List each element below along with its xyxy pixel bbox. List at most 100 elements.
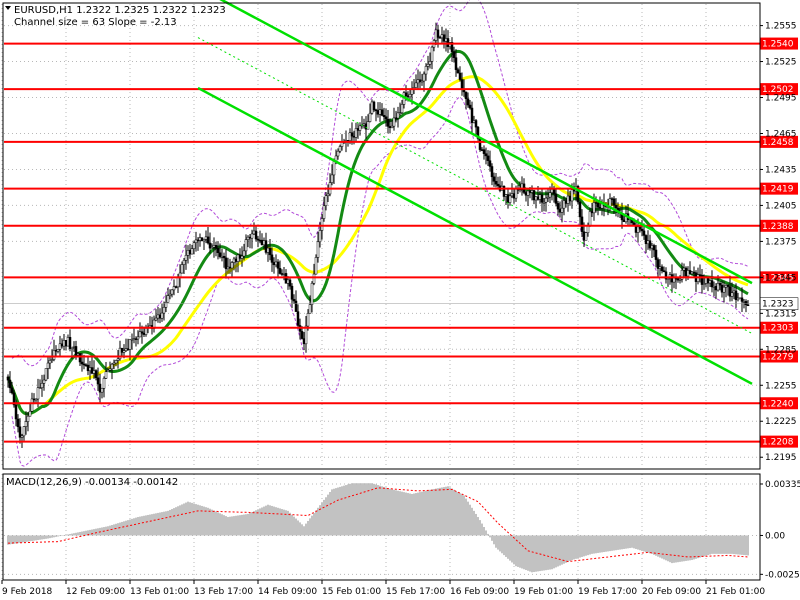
candle xyxy=(460,72,464,96)
macd-bar xyxy=(343,485,345,536)
candle-body xyxy=(508,195,512,203)
candle xyxy=(166,287,170,303)
candle-body xyxy=(260,239,264,246)
macd-bar xyxy=(235,515,237,536)
macd-bar xyxy=(419,492,421,536)
candle-body xyxy=(156,314,160,319)
macd-bar xyxy=(315,510,317,536)
macd-bar xyxy=(55,535,57,537)
candle-body xyxy=(318,230,322,243)
candle xyxy=(396,106,400,128)
candle-body xyxy=(654,249,658,260)
candle-body xyxy=(282,273,286,275)
channel-line xyxy=(219,0,753,285)
candle xyxy=(180,261,184,274)
candle xyxy=(666,278,670,287)
candle xyxy=(420,73,424,86)
candle xyxy=(648,234,652,251)
candle-body xyxy=(482,149,486,154)
macd-bar xyxy=(531,535,533,573)
candle xyxy=(46,355,50,379)
candle-body xyxy=(246,236,250,240)
candle xyxy=(524,190,528,202)
candle-body xyxy=(350,132,354,137)
candle xyxy=(116,349,120,369)
candle xyxy=(96,367,100,391)
macd-bar xyxy=(221,514,223,536)
macd-bar xyxy=(261,507,263,536)
candle-body xyxy=(592,202,596,214)
candle-body xyxy=(484,153,488,157)
macd-bar xyxy=(387,488,389,536)
candle-body xyxy=(478,138,482,150)
macd-bar xyxy=(87,530,89,536)
macd-bar xyxy=(187,501,189,536)
candle-body xyxy=(434,29,438,41)
level-label: 1.2419 xyxy=(762,185,794,195)
candle xyxy=(732,286,736,300)
candle-body xyxy=(542,201,546,204)
candle xyxy=(328,173,332,197)
candle xyxy=(450,37,454,62)
macd-bar xyxy=(485,530,487,536)
candle-body xyxy=(266,247,270,253)
candle xyxy=(480,147,484,152)
candle-body xyxy=(314,257,318,275)
candle-body xyxy=(304,325,308,345)
candle-body xyxy=(248,236,252,239)
candle xyxy=(646,230,650,250)
macd-bar xyxy=(425,490,427,536)
candle-body xyxy=(474,120,478,128)
candle-body xyxy=(110,363,114,370)
level-label: 1.2240 xyxy=(762,399,794,409)
candle-body xyxy=(230,262,234,269)
candle-body xyxy=(714,286,718,291)
macd-bar xyxy=(249,513,251,536)
candle-body xyxy=(72,346,76,348)
candle-body xyxy=(42,379,46,384)
candle-body xyxy=(50,359,54,361)
candle-body xyxy=(530,190,534,193)
macd-bar xyxy=(219,513,221,536)
macd-bar xyxy=(465,498,467,536)
candle xyxy=(376,102,380,118)
candle-body xyxy=(596,202,600,208)
candle-body xyxy=(572,189,576,192)
macd-bar xyxy=(433,488,435,536)
candle xyxy=(654,245,658,268)
macd-bar xyxy=(325,497,327,536)
macd-bar xyxy=(207,507,209,536)
macd-bar xyxy=(49,535,51,539)
candle xyxy=(674,273,678,290)
macd-bar xyxy=(403,492,405,536)
candle xyxy=(370,99,374,115)
candle xyxy=(162,301,166,321)
candle-body xyxy=(134,338,138,340)
candle-body xyxy=(8,379,12,389)
macd-bar xyxy=(553,535,555,569)
macd-bar xyxy=(269,505,271,536)
macd-bar xyxy=(265,505,267,536)
macd-bar xyxy=(229,516,231,536)
candle xyxy=(442,30,446,49)
candle-body xyxy=(202,239,206,242)
macd-bar xyxy=(687,535,689,561)
candle-body xyxy=(80,361,84,365)
macd-bar xyxy=(615,535,617,551)
candle xyxy=(250,229,254,249)
time-tick-label: 19 Feb 17:00 xyxy=(578,587,637,597)
level-label-bg xyxy=(760,350,798,363)
macd-bar xyxy=(123,521,125,536)
dropdown-triangle-icon[interactable] xyxy=(5,6,11,10)
candle xyxy=(186,245,190,264)
candle-body xyxy=(724,285,728,288)
macd-bar xyxy=(239,515,241,536)
macd-bar xyxy=(545,535,547,571)
macd-bar xyxy=(217,512,219,536)
macd-bar xyxy=(669,535,671,563)
candle xyxy=(398,102,402,116)
candle xyxy=(700,269,704,294)
macd-bar xyxy=(151,514,153,536)
macd-bar xyxy=(201,505,203,536)
macd-bar xyxy=(179,505,181,536)
